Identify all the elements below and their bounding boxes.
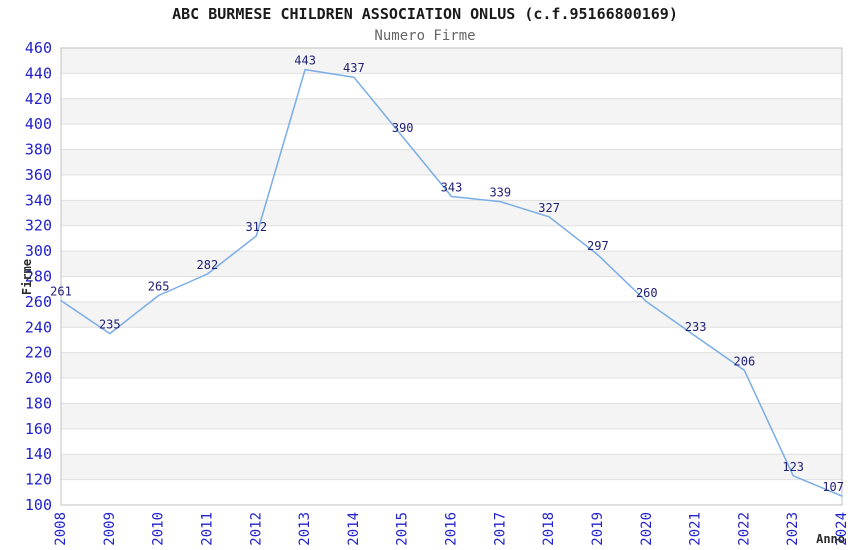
data-point-label: 233 (685, 320, 707, 334)
y-tick-label: 340 (25, 191, 52, 209)
data-point-label: 443 (294, 54, 316, 68)
y-tick-labels: 460 440 420 400 380 360 340 320 300 280 260 240 220 2… (25, 39, 52, 514)
y-tick-label: 320 (25, 217, 52, 235)
plot-band (61, 98, 842, 125)
data-point-label: 343 (441, 181, 463, 195)
y-tick-label: 280 (25, 268, 52, 286)
x-tick-label: 2009 (102, 512, 118, 546)
y-tick-label: 420 (25, 90, 52, 108)
data-point-label: 265 (148, 280, 170, 294)
data-point-label: 437 (343, 61, 365, 75)
y-tick-label: 300 (25, 242, 52, 260)
y-tick-label: 400 (25, 115, 52, 133)
y-tick-label: 200 (25, 369, 52, 387)
y-tick-label: 260 (25, 293, 52, 311)
y-tick-label: 180 (25, 394, 52, 412)
x-tick-label: 2014 (346, 512, 362, 546)
plot-band (61, 149, 842, 175)
x-tick-label: 2016 (444, 512, 460, 546)
y-tick-label: 380 (25, 141, 52, 159)
data-point-label: 206 (734, 354, 756, 368)
x-tick-labels: 2008 2009 2010 2011 2012 2013 2014 2015 2016 2017… (53, 512, 850, 546)
y-tick-label: 240 (25, 318, 52, 336)
x-tick-label: 2017 (492, 512, 508, 546)
x-tick-label: 2011 (199, 512, 215, 546)
x-tick-label: 2024 (834, 512, 850, 546)
data-point-label: 312 (245, 220, 267, 234)
series-group (60, 68, 843, 497)
data-point-label: 107 (822, 480, 844, 494)
data-point-label: 282 (197, 258, 219, 272)
y-tick-label: 140 (25, 445, 52, 463)
y-tick-label: 120 (25, 471, 52, 489)
y-tick-label: 360 (25, 166, 52, 184)
x-tick-label: 2021 (688, 512, 704, 546)
plot-band (61, 251, 842, 277)
plot-border (60, 47, 843, 506)
series-line (60, 68, 843, 497)
data-point-label: 260 (636, 286, 658, 300)
plot-band (61, 403, 842, 429)
plot-band (61, 200, 842, 226)
data-point-label: 235 (99, 318, 121, 332)
y-axis-title: Firme (20, 259, 34, 295)
data-point-label: 390 (392, 121, 414, 135)
plot-band (61, 454, 842, 480)
x-tick-label: 2023 (785, 512, 801, 546)
data-point-label: 339 (489, 186, 511, 200)
plot-band (61, 48, 842, 74)
plot-bands (61, 48, 842, 480)
chart-subtitle: Numero Firme (374, 28, 475, 44)
x-tick-label: 2019 (590, 512, 606, 546)
y-tick-label: 220 (25, 344, 52, 362)
data-point-label: 123 (782, 460, 804, 474)
x-tick-label: 2013 (297, 512, 313, 546)
x-tick-label: 2010 (151, 512, 167, 546)
chart-title: ABC BURMESE CHILDREN ASSOCIATION ONLUS (… (172, 5, 678, 23)
y-tick-label: 100 (25, 496, 52, 514)
data-point-label: 261 (50, 285, 72, 299)
data-point-label: 327 (538, 201, 560, 215)
plot-band (61, 352, 842, 379)
x-tick-label: 2022 (736, 512, 752, 546)
data-point-labels: 261 235 265 282 312 443 437 390 343 339 327 297 260 2… (50, 54, 844, 495)
x-tick-label: 2020 (639, 512, 655, 546)
x-tick-label: 2018 (541, 512, 557, 546)
y-tick-label: 160 (25, 420, 52, 438)
x-tick-label: 2015 (395, 512, 411, 546)
x-tick-label: 2012 (248, 512, 264, 546)
y-tick-label: 460 (25, 39, 52, 57)
y-tick-label: 440 (25, 64, 52, 82)
x-axis-title: Anno (816, 532, 845, 546)
data-point-label: 297 (587, 239, 609, 253)
plot-band (61, 301, 842, 328)
x-tick-label: 2008 (53, 512, 69, 546)
